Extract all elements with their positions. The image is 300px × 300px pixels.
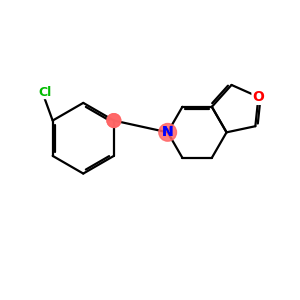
Text: Cl: Cl — [38, 85, 51, 99]
Circle shape — [107, 114, 121, 128]
Text: N: N — [162, 125, 173, 139]
Circle shape — [107, 114, 121, 128]
Text: O: O — [253, 90, 264, 104]
Circle shape — [159, 124, 176, 141]
Text: N: N — [162, 125, 173, 139]
